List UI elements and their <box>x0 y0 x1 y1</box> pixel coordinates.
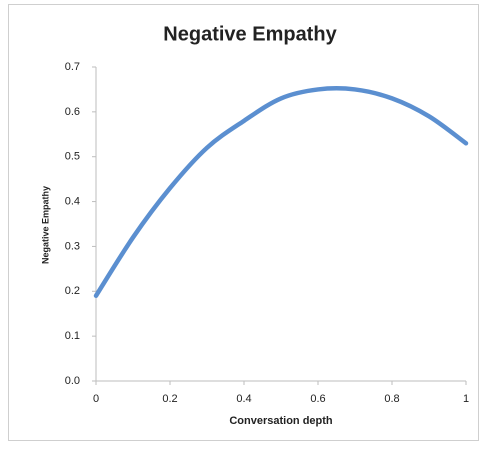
y-tick-label: 0.6 <box>65 106 80 118</box>
x-tick-label: 0.8 <box>384 393 399 405</box>
y-tick-label: 0.7 <box>65 61 80 73</box>
y-tick-label: 0.5 <box>65 151 80 163</box>
x-axis-label: Conversation depth <box>229 415 333 427</box>
x-tick-label: 0.6 <box>310 393 325 405</box>
y-tick-label: 0.1 <box>65 330 80 342</box>
chart-frame <box>8 4 479 441</box>
x-tick-label: 0.4 <box>236 393 251 405</box>
chart-title: Negative Empathy <box>163 23 337 45</box>
y-axis-label: Negative Empathy <box>40 186 50 264</box>
y-tick-label: 0.3 <box>65 240 80 252</box>
y-tick-label: 0.2 <box>65 285 80 297</box>
x-tick-label: 1 <box>463 393 469 405</box>
x-tick-label: 0.2 <box>162 393 177 405</box>
x-tick-label: 0 <box>93 393 99 405</box>
data-line <box>93 86 469 299</box>
y-tick-label: 0.4 <box>65 195 80 207</box>
y-tick-label: 0.0 <box>65 375 80 387</box>
